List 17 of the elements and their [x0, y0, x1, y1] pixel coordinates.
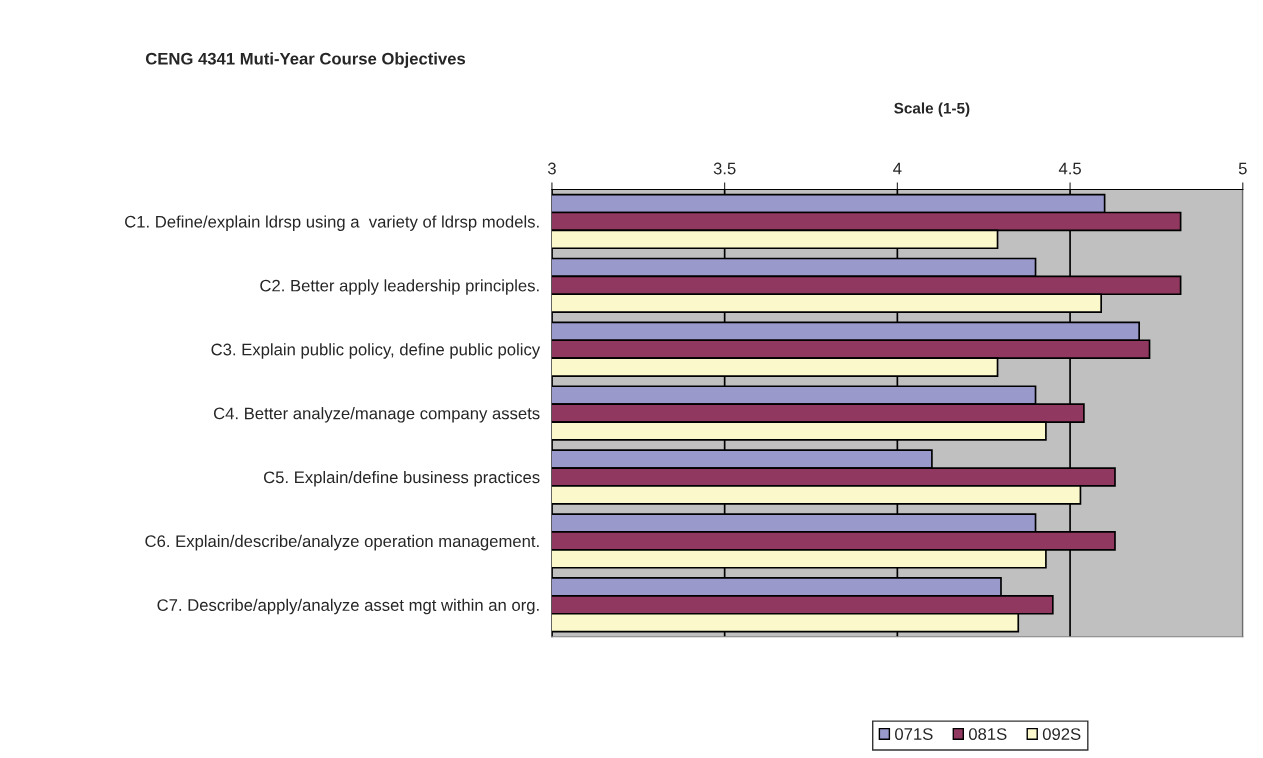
y-tick-label: C4. Better analyze/manage company assets — [213, 407, 540, 423]
text: CENG 4341 Muti-Year Course Objectives — [145, 52, 466, 68]
y-tick-label: C3. Explain public policy, define public policy — [211, 343, 541, 359]
x-axis-title: Scale (1-5) — [894, 102, 970, 117]
x-tick-label: 5 — [1238, 162, 1247, 175]
legend-label: 081S — [968, 728, 1007, 740]
x-tick-label: 3 — [547, 162, 556, 175]
x-tick-label: 4 — [893, 162, 902, 175]
legend-label: 092S — [1042, 728, 1081, 740]
y-tick-label: C5. Explain/define business practices — [263, 470, 540, 487]
y-tick-label: C1. Define/explain ldrsp using a variety of ldrsp models. — [125, 215, 539, 231]
y-tick-label: C7. Describe/apply/analyze asset mgt within an org. — [157, 598, 539, 615]
y-tick-label: C2. Better apply leadership principles. — [260, 279, 539, 295]
x-tick-label: 4.5 — [1058, 162, 1081, 175]
legend-label: 071S — [895, 728, 933, 740]
x-tick-label: 3.5 — [713, 162, 736, 175]
y-tick-label: C6. Explain/describe/analyze operation management. — [145, 534, 539, 551]
